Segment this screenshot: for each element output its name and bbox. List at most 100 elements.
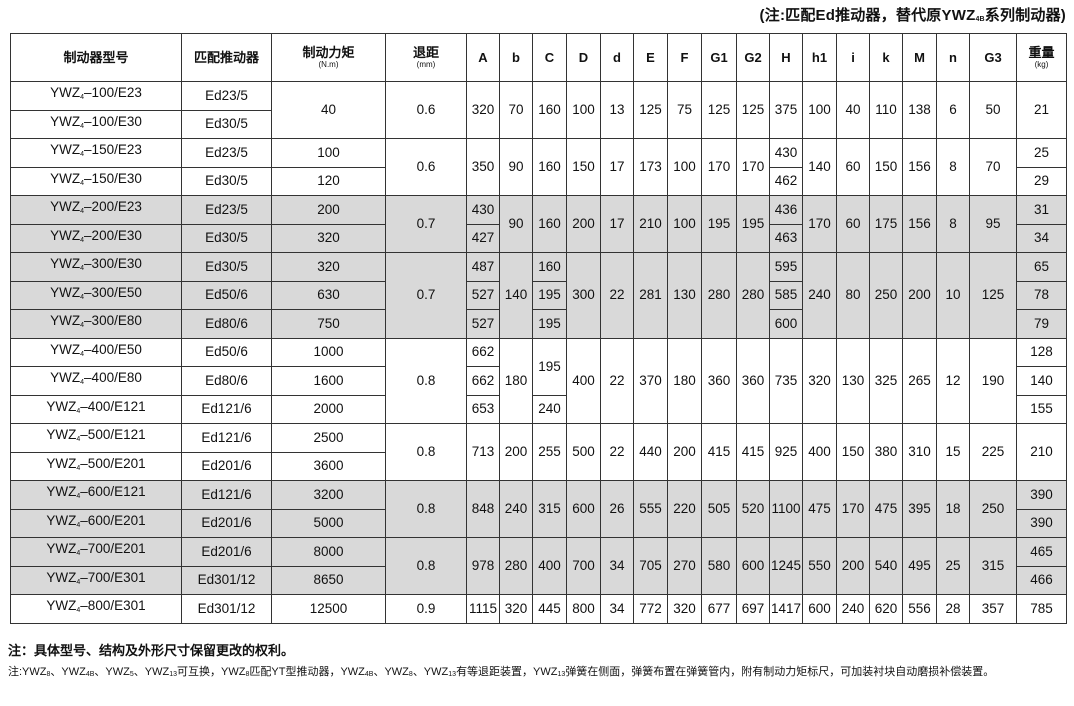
cell-c: 240 <box>532 394 567 424</box>
cell-f: 75 <box>667 81 702 139</box>
cell-b: 140 <box>499 252 533 339</box>
column-header-m: M <box>902 33 937 82</box>
cell-g3: 250 <box>969 480 1017 538</box>
note-compatibility: 注:YWZ8、YWZ4B、YWZ5、YWZ13可互换，YWZ8匹配YT型推动器，… <box>8 664 1068 683</box>
note-segment: 匹配YT型推动器，YWZ <box>249 666 365 678</box>
model-sub: 4 <box>80 208 85 216</box>
cell-g3: 95 <box>969 195 1017 253</box>
cell-g2: 600 <box>736 537 770 595</box>
cell-e: 772 <box>633 594 668 624</box>
cell-n: 6 <box>936 81 970 139</box>
cell-weight: 140 <box>1016 366 1067 396</box>
cell-a: 978 <box>466 537 500 595</box>
model-base: YWZ <box>50 313 81 329</box>
caption-subscript: 4B <box>975 16 985 23</box>
cell-weight: 155 <box>1016 394 1067 424</box>
cell-f: 200 <box>667 423 702 481</box>
cell-k: 150 <box>869 138 903 196</box>
cell-g1: 677 <box>701 594 737 624</box>
cell-actuator: Ed50/6 <box>181 280 272 310</box>
model-suffix: –700/E301 <box>80 569 146 585</box>
cell-model: YWZ4–100/E23 <box>10 81 182 111</box>
cell-g3: 190 <box>969 337 1017 424</box>
column-header-i: i <box>836 33 870 82</box>
model-base: YWZ <box>46 598 77 614</box>
cell-model: YWZ4–700/E301 <box>10 565 182 595</box>
header-label: A <box>478 49 488 65</box>
note-segment: 、YWZ <box>94 666 130 678</box>
model-sub: 4 <box>80 236 85 244</box>
cell-actuator: Ed30/5 <box>181 223 272 253</box>
cell-a: 848 <box>466 480 500 538</box>
cell-actuator: Ed30/5 <box>181 109 272 139</box>
header-label: 制动力矩 <box>302 44 355 60</box>
cell-actuator: Ed23/5 <box>181 195 272 225</box>
header-label: G2 <box>744 49 762 65</box>
cell-torque: 750 <box>271 309 386 339</box>
note-segment: 13 <box>448 671 457 678</box>
header-unit: (mm) <box>416 59 436 69</box>
cell-torque: 12500 <box>271 594 386 624</box>
model-sub: 4 <box>80 379 85 387</box>
cell-i: 40 <box>836 81 870 139</box>
cell-model: YWZ4–400/E80 <box>10 366 182 396</box>
model-suffix: –300/E80 <box>84 313 142 329</box>
model-suffix: –100/E23 <box>84 85 142 101</box>
cell-actuator: Ed121/6 <box>181 423 272 453</box>
note-segment: 4B <box>364 671 374 678</box>
cell-torque: 8650 <box>271 565 386 595</box>
column-header-torque: 制动力矩 (N.m) <box>271 33 386 82</box>
cell-e: 555 <box>633 480 668 538</box>
cell-d: 150 <box>566 138 601 196</box>
cell-d: 34 <box>600 537 634 595</box>
column-header-f: F <box>667 33 702 82</box>
cell-h: 375 <box>769 81 803 139</box>
model-base: YWZ <box>50 256 81 272</box>
note-segment: 5 <box>129 671 134 678</box>
cell-m: 265 <box>902 337 937 424</box>
cell-d: 100 <box>566 81 601 139</box>
model-base: YWZ <box>46 484 77 500</box>
table-row: YWZ4–100/E30 Ed30/5 <box>10 109 1067 139</box>
model-suffix: –500/E201 <box>80 455 146 471</box>
cell-model: YWZ4–300/E50 <box>10 280 182 310</box>
cell-n: 8 <box>936 195 970 253</box>
cell-d: 34 <box>600 594 634 624</box>
cell-gap: 0.8 <box>385 537 467 595</box>
cell-e: 125 <box>633 81 668 139</box>
model-sub: 4 <box>76 607 81 615</box>
cell-i: 80 <box>836 252 870 339</box>
cell-d: 600 <box>566 480 601 538</box>
model-base: YWZ <box>46 512 77 528</box>
cell-h: 1100 <box>769 480 803 538</box>
cell-weight: 29 <box>1016 166 1067 196</box>
cell-a: 713 <box>466 423 500 481</box>
cell-gap: 0.7 <box>385 252 467 339</box>
column-header-n: n <box>936 33 970 82</box>
header-label: b <box>512 49 520 65</box>
table-row: YWZ4–800/E301 Ed301/12 12500 0.9 1115 320 445 8… <box>10 594 1067 624</box>
cell-d: 200 <box>566 195 601 253</box>
cell-h1: 600 <box>802 594 837 624</box>
cell-model: YWZ4–200/E23 <box>10 195 182 225</box>
cell-f: 220 <box>667 480 702 538</box>
cell-d: 13 <box>600 81 634 139</box>
model-sub: 4 <box>80 179 85 187</box>
cell-k: 475 <box>869 480 903 538</box>
header-label: M <box>914 49 925 65</box>
table-row: YWZ4–300/E50 Ed50/6 630 527 195 585 78 <box>10 280 1067 310</box>
cell-c: 160 <box>532 252 567 282</box>
header-label: 匹配推动器 <box>193 49 259 65</box>
cell-gap: 0.8 <box>385 480 467 538</box>
cell-m: 156 <box>902 138 937 196</box>
cell-i: 60 <box>836 195 870 253</box>
cell-h: 925 <box>769 423 803 481</box>
cell-torque: 8000 <box>271 537 386 567</box>
header-label: n <box>949 49 957 65</box>
cell-g1: 415 <box>701 423 737 481</box>
header-label: D <box>578 49 589 65</box>
cell-i: 240 <box>836 594 870 624</box>
model-base: YWZ <box>46 455 77 471</box>
cell-n: 10 <box>936 252 970 339</box>
